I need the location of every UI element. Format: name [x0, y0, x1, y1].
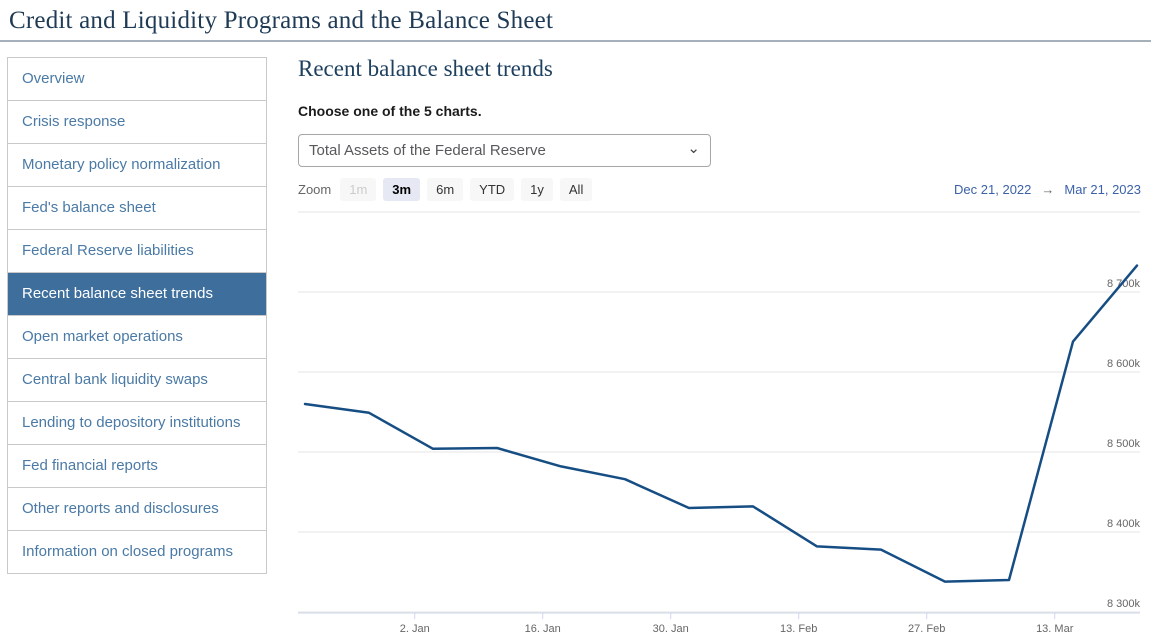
page-title: Credit and Liquidity Programs and the Ba…: [9, 7, 554, 34]
sidebar-item-federal-reserve-liabilities[interactable]: Federal Reserve liabilities: [8, 230, 266, 273]
series-line-total-assets[interactable]: [303, 264, 1139, 583]
sidebar-item-open-market-operations[interactable]: Open market operations: [8, 316, 266, 359]
main-content: Recent balance sheet trends Choose one o…: [298, 42, 1151, 643]
sidebar-item-fed-s-balance-sheet[interactable]: Fed's balance sheet: [8, 187, 266, 230]
range-button-ytd[interactable]: YTD: [470, 178, 515, 201]
range-button-1m: 1m: [340, 178, 377, 201]
y-axis-label: 8 600k: [1107, 358, 1141, 370]
y-axis-label: 8 500k: [1107, 438, 1141, 450]
sidebar-item-central-bank-liquidity-swaps[interactable]: Central bank liquidity swaps: [8, 359, 266, 402]
y-axis-label: 8 700k: [1107, 278, 1141, 290]
sidebar-item-overview[interactable]: Overview: [8, 58, 266, 101]
x-axis-label: 13. Mar: [1036, 623, 1074, 635]
y-axis-label: 8 300k: [1107, 598, 1141, 610]
date-range: Dec 21, 2022 → Mar 21, 2023: [954, 182, 1141, 197]
sidebar-item-fed-financial-reports[interactable]: Fed financial reports: [8, 445, 266, 488]
sidebar-nav: Overview Crisis response Monetary policy n…: [7, 57, 267, 574]
chart-select-wrap: Total Assets of the Federal Reserve ⌄: [298, 134, 711, 167]
sidebar-item-crisis-response[interactable]: Crisis response: [8, 101, 266, 144]
section-heading: Recent balance sheet trends: [298, 56, 553, 81]
sidebar-item-information-on-closed-programs[interactable]: Information on closed programs: [22, 543, 233, 560]
range-button-6m[interactable]: 6m: [427, 178, 464, 201]
chart-chooser-label: Choose one of the 5 charts.: [298, 103, 482, 119]
x-axis-label: 30. Jan: [653, 623, 689, 635]
range-button-all[interactable]: All: [559, 178, 593, 201]
arrow-right-icon: →: [1041, 182, 1055, 197]
x-axis-label: 2. Jan: [400, 623, 430, 635]
line-chart[interactable]: 8 300k 8 400k 8 500k 8 600k 8 700k 2. Jan 16. …: [298, 205, 1151, 643]
range-selector-toolbar: Zoom 1m 3m 6m YTD 1y All Dec 21, 2022 → Mar 2…: [298, 178, 1151, 201]
y-axis-label: 8 400k: [1107, 518, 1141, 530]
range-button-1y[interactable]: 1y: [521, 178, 553, 201]
sidebar-item-other-reports-and-disclosures[interactable]: Other reports and disclosures: [8, 488, 266, 531]
layout: Overview Crisis response Monetary policy n…: [0, 42, 1151, 643]
range-end-date[interactable]: Mar 21, 2023: [1064, 182, 1141, 197]
range-buttons-group: 1m 3m 6m YTD 1y All: [340, 178, 599, 201]
chart-area[interactable]: 8 300k 8 400k 8 500k 8 600k 8 700k 2. Jan 16. …: [298, 205, 1151, 643]
range-start-date[interactable]: Dec 21, 2022: [954, 182, 1032, 197]
zoom-label: Zoom: [298, 182, 332, 197]
chart-select[interactable]: Total Assets of the Federal Reserve: [298, 134, 711, 167]
page-header: Credit and Liquidity Programs and the Ba…: [0, 0, 1151, 42]
x-axis-label: 16. Jan: [525, 623, 561, 635]
sidebar-item-recent-balance-sheet-trends[interactable]: Recent balance sheet trends: [8, 273, 266, 316]
x-axis-label: 13. Feb: [780, 623, 817, 635]
sidebar-item-monetary-policy-normalization[interactable]: Monetary policy normalization: [8, 144, 266, 187]
sidebar-item-lending-to-depository-institutions[interactable]: Lending to depository institutions: [8, 402, 266, 445]
range-button-3m[interactable]: 3m: [383, 178, 421, 201]
x-axis-label: 27. Feb: [908, 623, 945, 635]
